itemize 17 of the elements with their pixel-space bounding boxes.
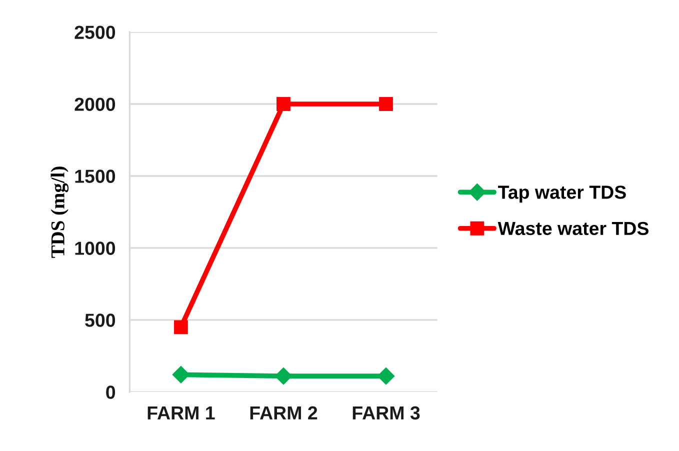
legend-label: Waste water TDS	[498, 222, 648, 236]
point	[276, 97, 290, 111]
y-tick-label: 500	[85, 314, 116, 327]
y-tick-label: 2500	[74, 26, 116, 39]
y-tick-label: 2000	[74, 98, 116, 111]
x-tick-label: FARM 3	[352, 406, 420, 420]
point	[172, 366, 190, 384]
y-axis-title: TDS (mg/l)	[50, 166, 69, 258]
point	[377, 368, 395, 385]
y-tick-label: 1500	[75, 170, 116, 183]
legend-label: Tap water TDS	[498, 186, 626, 203]
x-tick-label: FARM 1	[148, 406, 215, 420]
y-tick-label: 0	[106, 386, 116, 399]
point	[174, 320, 188, 334]
x-tick-label: FARM 2	[250, 406, 318, 420]
y-tick-label: 1000	[75, 242, 116, 255]
point	[379, 97, 393, 111]
